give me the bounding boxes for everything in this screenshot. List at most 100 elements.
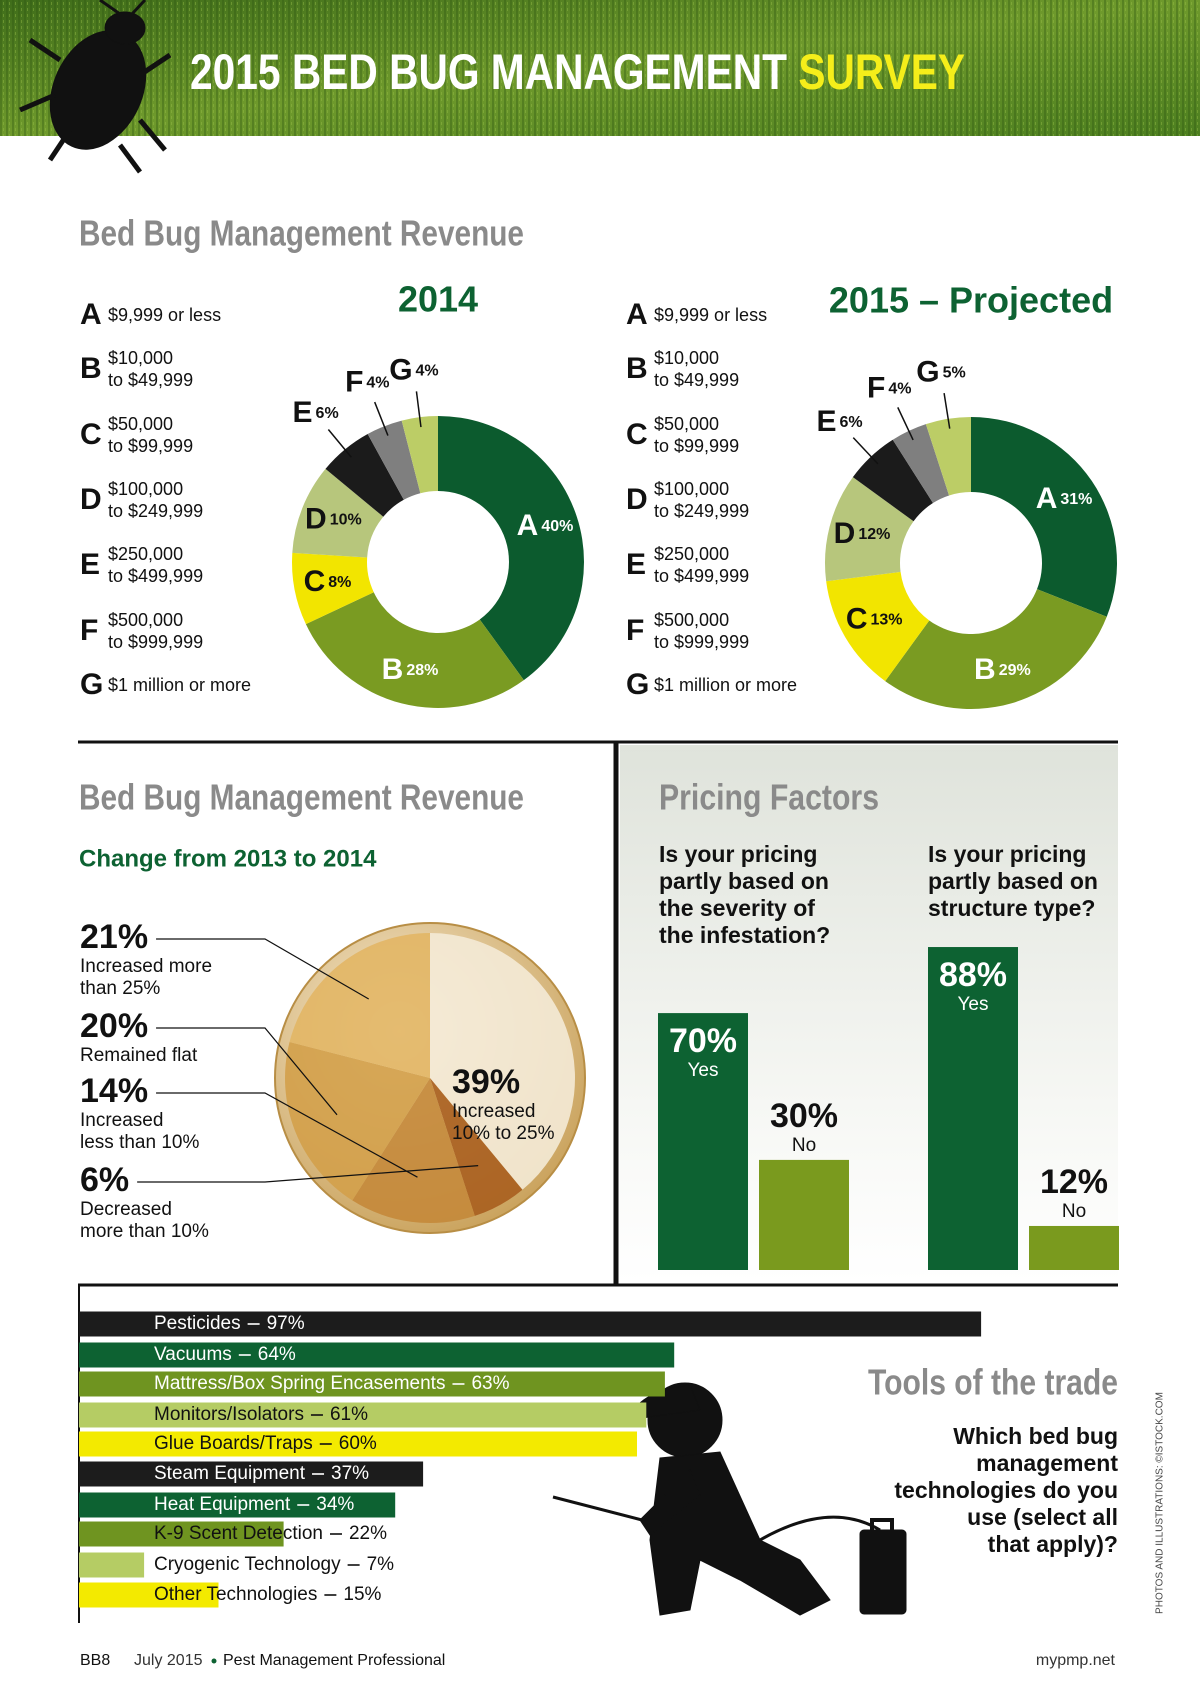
bar-value: 60% (339, 1433, 377, 1454)
slice-letter: D (305, 503, 327, 536)
worker-silhouette (552, 1382, 907, 1616)
legend-letter: B (626, 352, 648, 385)
legend-range: to $999,999 (108, 632, 203, 652)
legend-range: $1 million or more (108, 675, 251, 695)
legend-range: to $499,999 (654, 566, 749, 586)
footer-bullet (211, 1658, 217, 1664)
pie-slice (352, 1078, 475, 1223)
slice-label: C 13% (846, 602, 903, 635)
legend-range: to $99,999 (108, 436, 193, 456)
question-text: partly based on (928, 868, 1098, 894)
donut-slice (971, 417, 1117, 617)
slice-label: A 40% (517, 509, 574, 542)
slice-label: Increased (80, 1110, 163, 1131)
footer-page: BB8 (80, 1652, 110, 1669)
slice-letter: A (1036, 482, 1058, 515)
leader-line (156, 1092, 418, 1178)
leader-line (156, 938, 370, 1000)
bar-value: 61% (330, 1404, 368, 1425)
bar (79, 1342, 675, 1368)
question-text: management (976, 1450, 1118, 1476)
bar (79, 1582, 219, 1608)
title-text: 2015 BED BUG MANAGEMENT (190, 44, 787, 100)
legend-letter: G (626, 668, 649, 701)
slice-label: Remained flat (80, 1045, 198, 1066)
legend-letter: F (80, 614, 98, 647)
slice-label: G 5% (916, 355, 965, 388)
bar (79, 1371, 665, 1397)
question-text: Is your pricing (659, 841, 817, 867)
bar-category: Cryogenic Technology (154, 1554, 341, 1575)
leader-line (415, 391, 422, 428)
question-text: Is your pricing (928, 841, 1086, 867)
donut-slice (925, 417, 971, 496)
question-text: use (select all (967, 1504, 1118, 1530)
slice-label: G 4% (389, 353, 438, 386)
slice-label: E 6% (816, 405, 862, 438)
slice-label: E 6% (293, 396, 339, 429)
donut-slice (292, 468, 384, 558)
slice-value: 39% (452, 1063, 520, 1101)
legend-range: $500,000 (654, 610, 729, 630)
slice-label: Increased (452, 1101, 535, 1122)
footer-website: mypmp.net (1036, 1652, 1116, 1669)
pie-slice (430, 933, 575, 1190)
slice-letter: E (293, 396, 313, 429)
legend-range: $9,999 or less (654, 305, 767, 325)
legend-range: $50,000 (108, 414, 173, 434)
slice-value: 10% (330, 512, 362, 529)
donut-slice (825, 477, 914, 582)
legend-letter: E (626, 548, 646, 581)
question-text: the infestation? (659, 922, 830, 948)
bar-category: K-9 Scent Detection (154, 1523, 323, 1544)
bar (79, 1552, 145, 1578)
bug-silhouette (19, 0, 172, 174)
legend-range: $9,999 or less (108, 305, 221, 325)
donut-slice (852, 439, 933, 522)
bar-category: Monitors/Isolators (154, 1404, 304, 1425)
legend-letter: G (80, 668, 103, 701)
leader-line (943, 393, 951, 429)
legend-letter: B (80, 352, 102, 385)
bar-value: 7% (367, 1554, 395, 1575)
slice-letter: F (345, 365, 363, 398)
legend-range: $10,000 (654, 348, 719, 368)
slice-letter: E (816, 405, 836, 438)
bar-category: Yes (688, 1060, 719, 1081)
pie-slice (289, 933, 430, 1078)
bar-category: No (792, 1135, 816, 1156)
slice-value: 4% (888, 380, 911, 397)
slice-letter: C (304, 565, 326, 598)
leader-line (373, 401, 389, 436)
question-text: technologies do you (894, 1477, 1118, 1503)
slice-letter: F (867, 371, 885, 404)
legend-range: $10,000 (108, 348, 173, 368)
legend-range: $100,000 (654, 479, 729, 499)
bar-category: No (1062, 1201, 1086, 1222)
leader-line (852, 437, 879, 465)
legend-range: $50,000 (654, 414, 719, 434)
slice-label: 10% to 25% (452, 1123, 555, 1144)
chart-title: 2015 – Projected (829, 280, 1113, 321)
bar (928, 947, 1018, 1270)
bar (658, 1013, 748, 1270)
donut-slice (438, 416, 584, 681)
slice-label: less than 10% (80, 1132, 199, 1153)
bar-value: 34% (316, 1494, 354, 1515)
slice-letter: G (389, 353, 412, 386)
slice-label: B 28% (382, 653, 439, 686)
bar (1029, 1225, 1119, 1270)
slice-value: 40% (541, 518, 573, 535)
bar-category: Other Technologies (154, 1584, 317, 1605)
donut-slice (892, 424, 950, 504)
bar-category: Vacuums (154, 1344, 232, 1365)
leader-line (897, 407, 914, 441)
slice-value: 13% (870, 611, 902, 628)
legend-range: $250,000 (108, 544, 183, 564)
main-title: 2015 BED BUG MANAGEMENTSURVEY (190, 44, 965, 100)
bar-category: Heat Equipment (154, 1494, 291, 1515)
chart-title: 2014 (398, 279, 478, 320)
section-subtitle: Change from 2013 to 2014 (79, 845, 377, 872)
bar-value: 97% (267, 1313, 305, 1334)
slice-letter: B (382, 653, 404, 686)
